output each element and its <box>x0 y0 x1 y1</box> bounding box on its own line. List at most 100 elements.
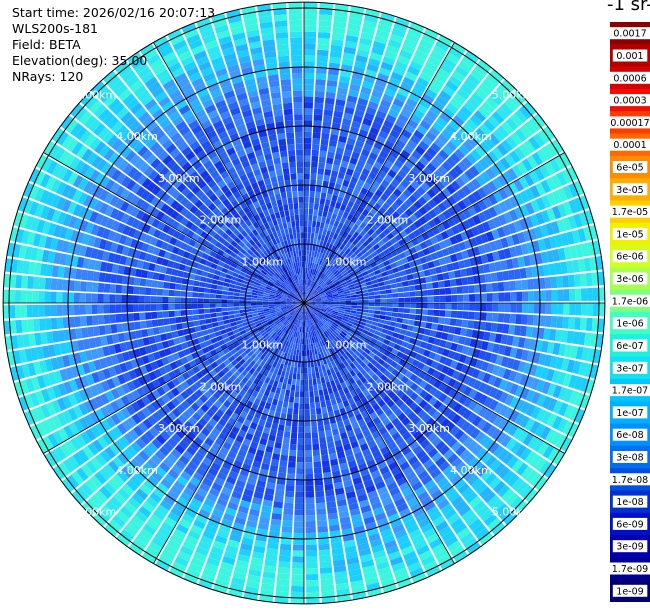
ppi-range-gate-cell <box>217 280 225 286</box>
ppi-range-gate-cell <box>263 308 270 312</box>
ppi-range-gate-cell <box>342 315 349 320</box>
ppi-range-gate-cell <box>501 79 516 93</box>
ppi-range-gate-cell <box>545 368 555 382</box>
ppi-range-gate-cell <box>320 377 326 384</box>
ppi-range-gate-cell <box>138 505 152 518</box>
ppi-range-gate-cell <box>289 330 294 336</box>
ppi-range-gate-cell <box>353 367 360 375</box>
ppi-range-gate-cell <box>358 264 366 271</box>
ppi-range-gate-cell <box>432 121 444 133</box>
ppi-range-gate-cell <box>256 324 264 330</box>
ppi-range-gate-cell <box>416 544 430 556</box>
ppi-range-gate-cell <box>17 197 28 212</box>
ppi-range-gate-cell <box>292 304 299 307</box>
ppi-range-gate-cell <box>396 502 409 513</box>
ppi-range-gate-cell <box>567 423 579 438</box>
ppi-range-gate-cell <box>317 32 331 39</box>
ppi-range-gate-cell <box>290 317 295 323</box>
ppi-range-gate-cell <box>38 291 45 303</box>
ppi-range-gate-cell <box>493 190 503 203</box>
ppi-range-gate-cell <box>281 407 288 414</box>
ppi-range-gate-cell <box>190 267 198 274</box>
ppi-range-gate-cell <box>555 434 567 449</box>
ppi-range-gate-cell <box>352 322 360 327</box>
ppi-range-gate-cell <box>315 245 319 252</box>
ppi-range-gate-cell <box>329 367 336 375</box>
ppi-range-gate-cell <box>308 385 314 392</box>
ppi-range-gate-cell <box>363 326 371 332</box>
ppi-range-gate-cell <box>393 188 402 198</box>
ppi-range-gate-cell <box>218 418 227 427</box>
ppi-range-gate-cell <box>312 138 321 145</box>
ppi-range-gate-cell <box>104 324 112 335</box>
ppi-range-gate-cell <box>345 551 358 560</box>
ppi-range-gate-cell <box>441 161 453 172</box>
ppi-range-gate-cell <box>121 313 128 323</box>
ppi-range-gate-cell <box>348 89 359 98</box>
ppi-range-gate-cell <box>336 241 343 249</box>
ppi-range-gate-cell <box>420 496 433 507</box>
ppi-range-gate-cell <box>272 507 283 515</box>
ppi-range-gate-cell <box>429 50 444 62</box>
ppi-range-gate-cell <box>80 375 90 388</box>
ppi-range-gate-cell <box>169 282 176 290</box>
ppi-range-gate-cell <box>577 228 587 243</box>
ppi-range-gate-cell <box>321 274 327 280</box>
ppi-range-gate-cell <box>305 473 314 480</box>
ppi-range-gate-cell <box>305 509 316 516</box>
ppi-range-gate-cell <box>458 336 466 345</box>
ppi-range-gate-cell <box>549 328 557 341</box>
ppi-range-gate-cell <box>44 452 57 467</box>
ppi-range-gate-cell <box>320 266 325 273</box>
ppi-range-gate-cell <box>359 321 366 326</box>
ppi-range-gate-cell <box>309 303 316 306</box>
ppi-range-gate-cell <box>356 179 365 187</box>
ppi-range-gate-cell <box>404 451 415 461</box>
ppi-range-gate-cell <box>351 305 357 309</box>
ppi-range-gate-cell <box>250 300 257 303</box>
ppi-range-gate-cell <box>316 67 327 74</box>
ppi-range-gate-cell <box>134 321 141 330</box>
ppi-range-gate-cell <box>117 332 126 343</box>
ppi-range-gate-cell <box>364 323 372 328</box>
ppi-range-gate-cell <box>205 277 213 284</box>
ppi-range-gate-cell <box>384 408 394 417</box>
ppi-range-gate-cell <box>438 257 447 266</box>
ppi-range-gate-cell <box>343 344 350 351</box>
ppi-range-gate-cell <box>504 292 511 302</box>
ppi-range-gate-cell <box>227 539 240 549</box>
ppi-range-gate-cell <box>517 231 526 244</box>
ppi-range-gate-cell <box>292 304 299 308</box>
ppi-range-gate-cell <box>533 113 547 128</box>
ppi-range-gate-cell <box>97 282 105 293</box>
ppi-range-gate-cell <box>539 460 552 475</box>
ppi-range-gate-cell <box>442 433 454 444</box>
ppi-range-gate-cell <box>401 257 409 265</box>
ppi-range-gate-cell <box>456 88 470 101</box>
ppi-range-gate-cell <box>316 335 321 342</box>
ppi-range-gate-cell <box>308 306 313 312</box>
ppi-range-gate-cell <box>419 256 428 264</box>
ppi-range-gate-cell <box>375 326 383 332</box>
ppi-range-gate-cell <box>345 240 352 248</box>
ppi-range-gate-cell <box>275 342 281 349</box>
ppi-range-gate-cell <box>377 322 384 328</box>
ppi-range-gate-cell <box>313 292 319 297</box>
ppi-range-gate-cell <box>321 406 328 414</box>
ppi-range-gate-cell <box>45 264 54 277</box>
ppi-range-gate-cell <box>296 373 301 380</box>
ppi-range-gate-cell <box>299 308 303 315</box>
ppi-range-gate-cell <box>296 313 300 320</box>
ppi-range-gate-cell <box>414 175 425 186</box>
ppi-range-gate-cell <box>377 239 385 247</box>
ppi-range-gate-cell <box>275 374 281 382</box>
ppi-range-gate-cell <box>513 268 521 280</box>
ppi-range-gate-cell <box>256 334 263 341</box>
ppi-range-gate-cell <box>509 410 520 423</box>
ppi-range-gate-cell <box>326 193 333 201</box>
ppi-range-gate-cell <box>344 379 352 387</box>
ppi-range-gate-cell <box>44 277 52 290</box>
ppi-range-gate-cell <box>433 243 442 252</box>
ppi-range-gate-cell <box>410 113 422 124</box>
ppi-range-gate-cell <box>583 257 592 272</box>
